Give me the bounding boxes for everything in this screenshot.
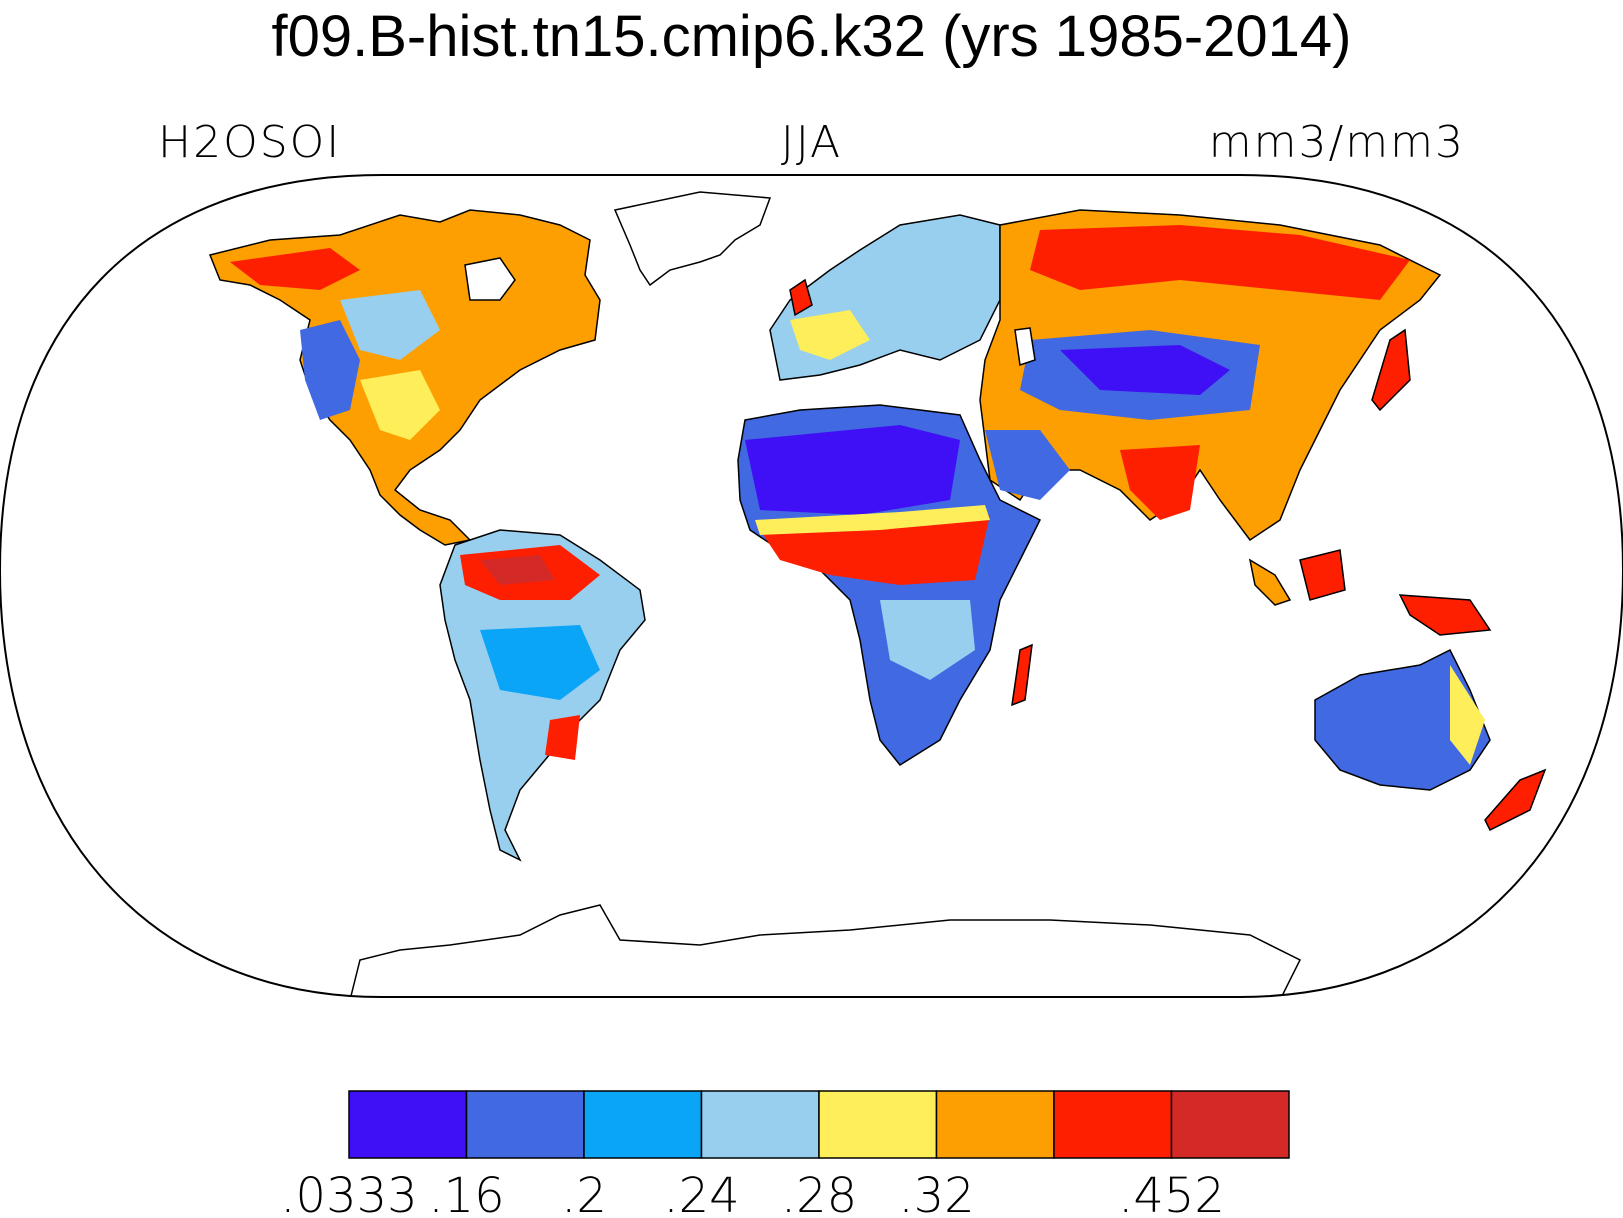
- borneo: [1299, 549, 1346, 601]
- central-asia-purple: [1060, 345, 1230, 395]
- europe-yellow: [790, 310, 870, 360]
- antarctica: [349, 904, 1302, 997]
- colorbar-tick-label: .24: [663, 1168, 739, 1218]
- sa-south-red: [545, 715, 580, 760]
- map-boundary: [0, 174, 1623, 998]
- india-red: [1120, 445, 1200, 520]
- sumatra: [1248, 558, 1292, 606]
- variable-label: H2OSOI: [158, 117, 342, 168]
- na-hudson: [464, 257, 516, 301]
- greenland: [613, 191, 772, 287]
- season-label: JJA: [780, 117, 843, 168]
- colorbar-box: [935, 1090, 1055, 1159]
- colorbar-box: [348, 1090, 468, 1159]
- colorbar-tick-label: .452: [1118, 1168, 1225, 1218]
- madagascar: [1011, 643, 1033, 707]
- colorbar-tick-label: .32: [898, 1168, 974, 1218]
- na-lightblue: [340, 290, 440, 360]
- colorbar-tick-label: .0333: [280, 1168, 417, 1218]
- new-guinea: [1398, 594, 1492, 636]
- australia-east-yellow: [1450, 665, 1485, 765]
- colorbar-tick-label: .28: [781, 1168, 857, 1218]
- colorbar-box: [583, 1090, 703, 1159]
- sahel-yellow: [755, 505, 990, 535]
- australia: [1314, 648, 1491, 791]
- colorbar-labels: .0333.16 .2 .24 .28 .32 .452: [280, 1168, 1225, 1218]
- na-west-blue: [300, 320, 360, 420]
- uk: [789, 278, 813, 317]
- sa-blue: [480, 625, 600, 700]
- colorbar-boxes: [348, 1090, 1290, 1159]
- africa-south-lightblue: [880, 600, 975, 680]
- na-yellow: [360, 370, 440, 440]
- world-map: [0, 174, 1623, 998]
- land-fill-group: [208, 191, 1547, 997]
- colorbar-box: [700, 1090, 820, 1159]
- sa-darkred: [480, 555, 555, 585]
- new-zealand: [1484, 768, 1547, 832]
- siberia-red: [1030, 225, 1410, 300]
- colorbar-box: [818, 1090, 938, 1159]
- arabia-blue: [985, 430, 1070, 500]
- caspian: [1014, 327, 1036, 366]
- sahara-purple: [745, 425, 960, 515]
- colorbar-tick-label: .16: [428, 1168, 504, 1218]
- colorbar-box: [465, 1090, 585, 1159]
- colorbar-box: [1170, 1090, 1290, 1159]
- japan: [1371, 328, 1411, 412]
- na-red: [230, 248, 360, 290]
- map-title: f09.B-hist.tn15.cmip6.k32 (yrs 1985-2014…: [271, 4, 1352, 69]
- colorbar-tick-label: .2: [561, 1168, 607, 1218]
- colorbar-box: [1053, 1090, 1173, 1159]
- units-label: mm3/mm3: [1208, 117, 1465, 168]
